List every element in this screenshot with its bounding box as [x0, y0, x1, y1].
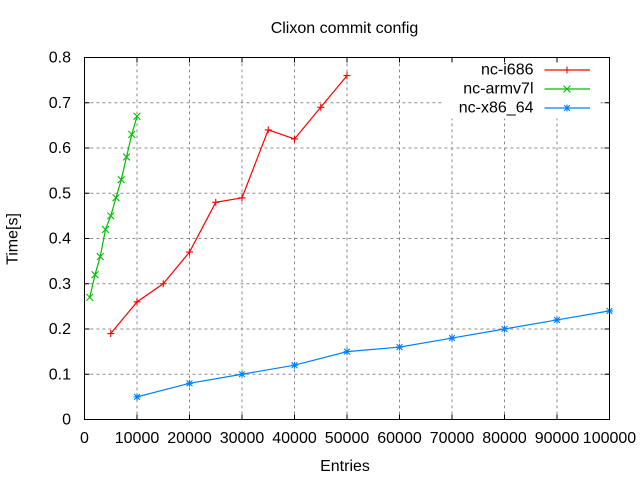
svg-text:20000: 20000	[167, 430, 212, 447]
svg-text:0: 0	[80, 430, 89, 447]
svg-text:10000: 10000	[115, 430, 160, 447]
svg-text:0.5: 0.5	[49, 185, 71, 202]
svg-text:0.6: 0.6	[49, 140, 71, 157]
svg-text:0.7: 0.7	[49, 95, 71, 112]
svg-text:nc-armv7l: nc-armv7l	[463, 81, 533, 98]
svg-text:80000: 80000	[482, 430, 527, 447]
svg-text:Entries: Entries	[320, 458, 370, 475]
svg-text:nc-x86_64: nc-x86_64	[459, 100, 534, 117]
svg-text:90000: 90000	[535, 430, 580, 447]
svg-text:0: 0	[62, 412, 71, 429]
svg-text:100000: 100000	[583, 430, 636, 447]
svg-text:0.4: 0.4	[49, 231, 71, 248]
svg-text:60000: 60000	[377, 430, 422, 447]
svg-text:0.3: 0.3	[49, 276, 71, 293]
svg-text:0.1: 0.1	[49, 366, 71, 383]
svg-text:Clixon commit config: Clixon commit config	[271, 20, 419, 37]
svg-text:Time[s]: Time[s]	[5, 213, 22, 265]
svg-text:50000: 50000	[325, 430, 370, 447]
svg-text:0.8: 0.8	[49, 50, 71, 67]
svg-text:nc-i686: nc-i686	[481, 62, 534, 79]
svg-text:40000: 40000	[272, 430, 317, 447]
svg-text:0.2: 0.2	[49, 321, 71, 338]
svg-text:30000: 30000	[220, 430, 265, 447]
svg-text:70000: 70000	[430, 430, 475, 447]
